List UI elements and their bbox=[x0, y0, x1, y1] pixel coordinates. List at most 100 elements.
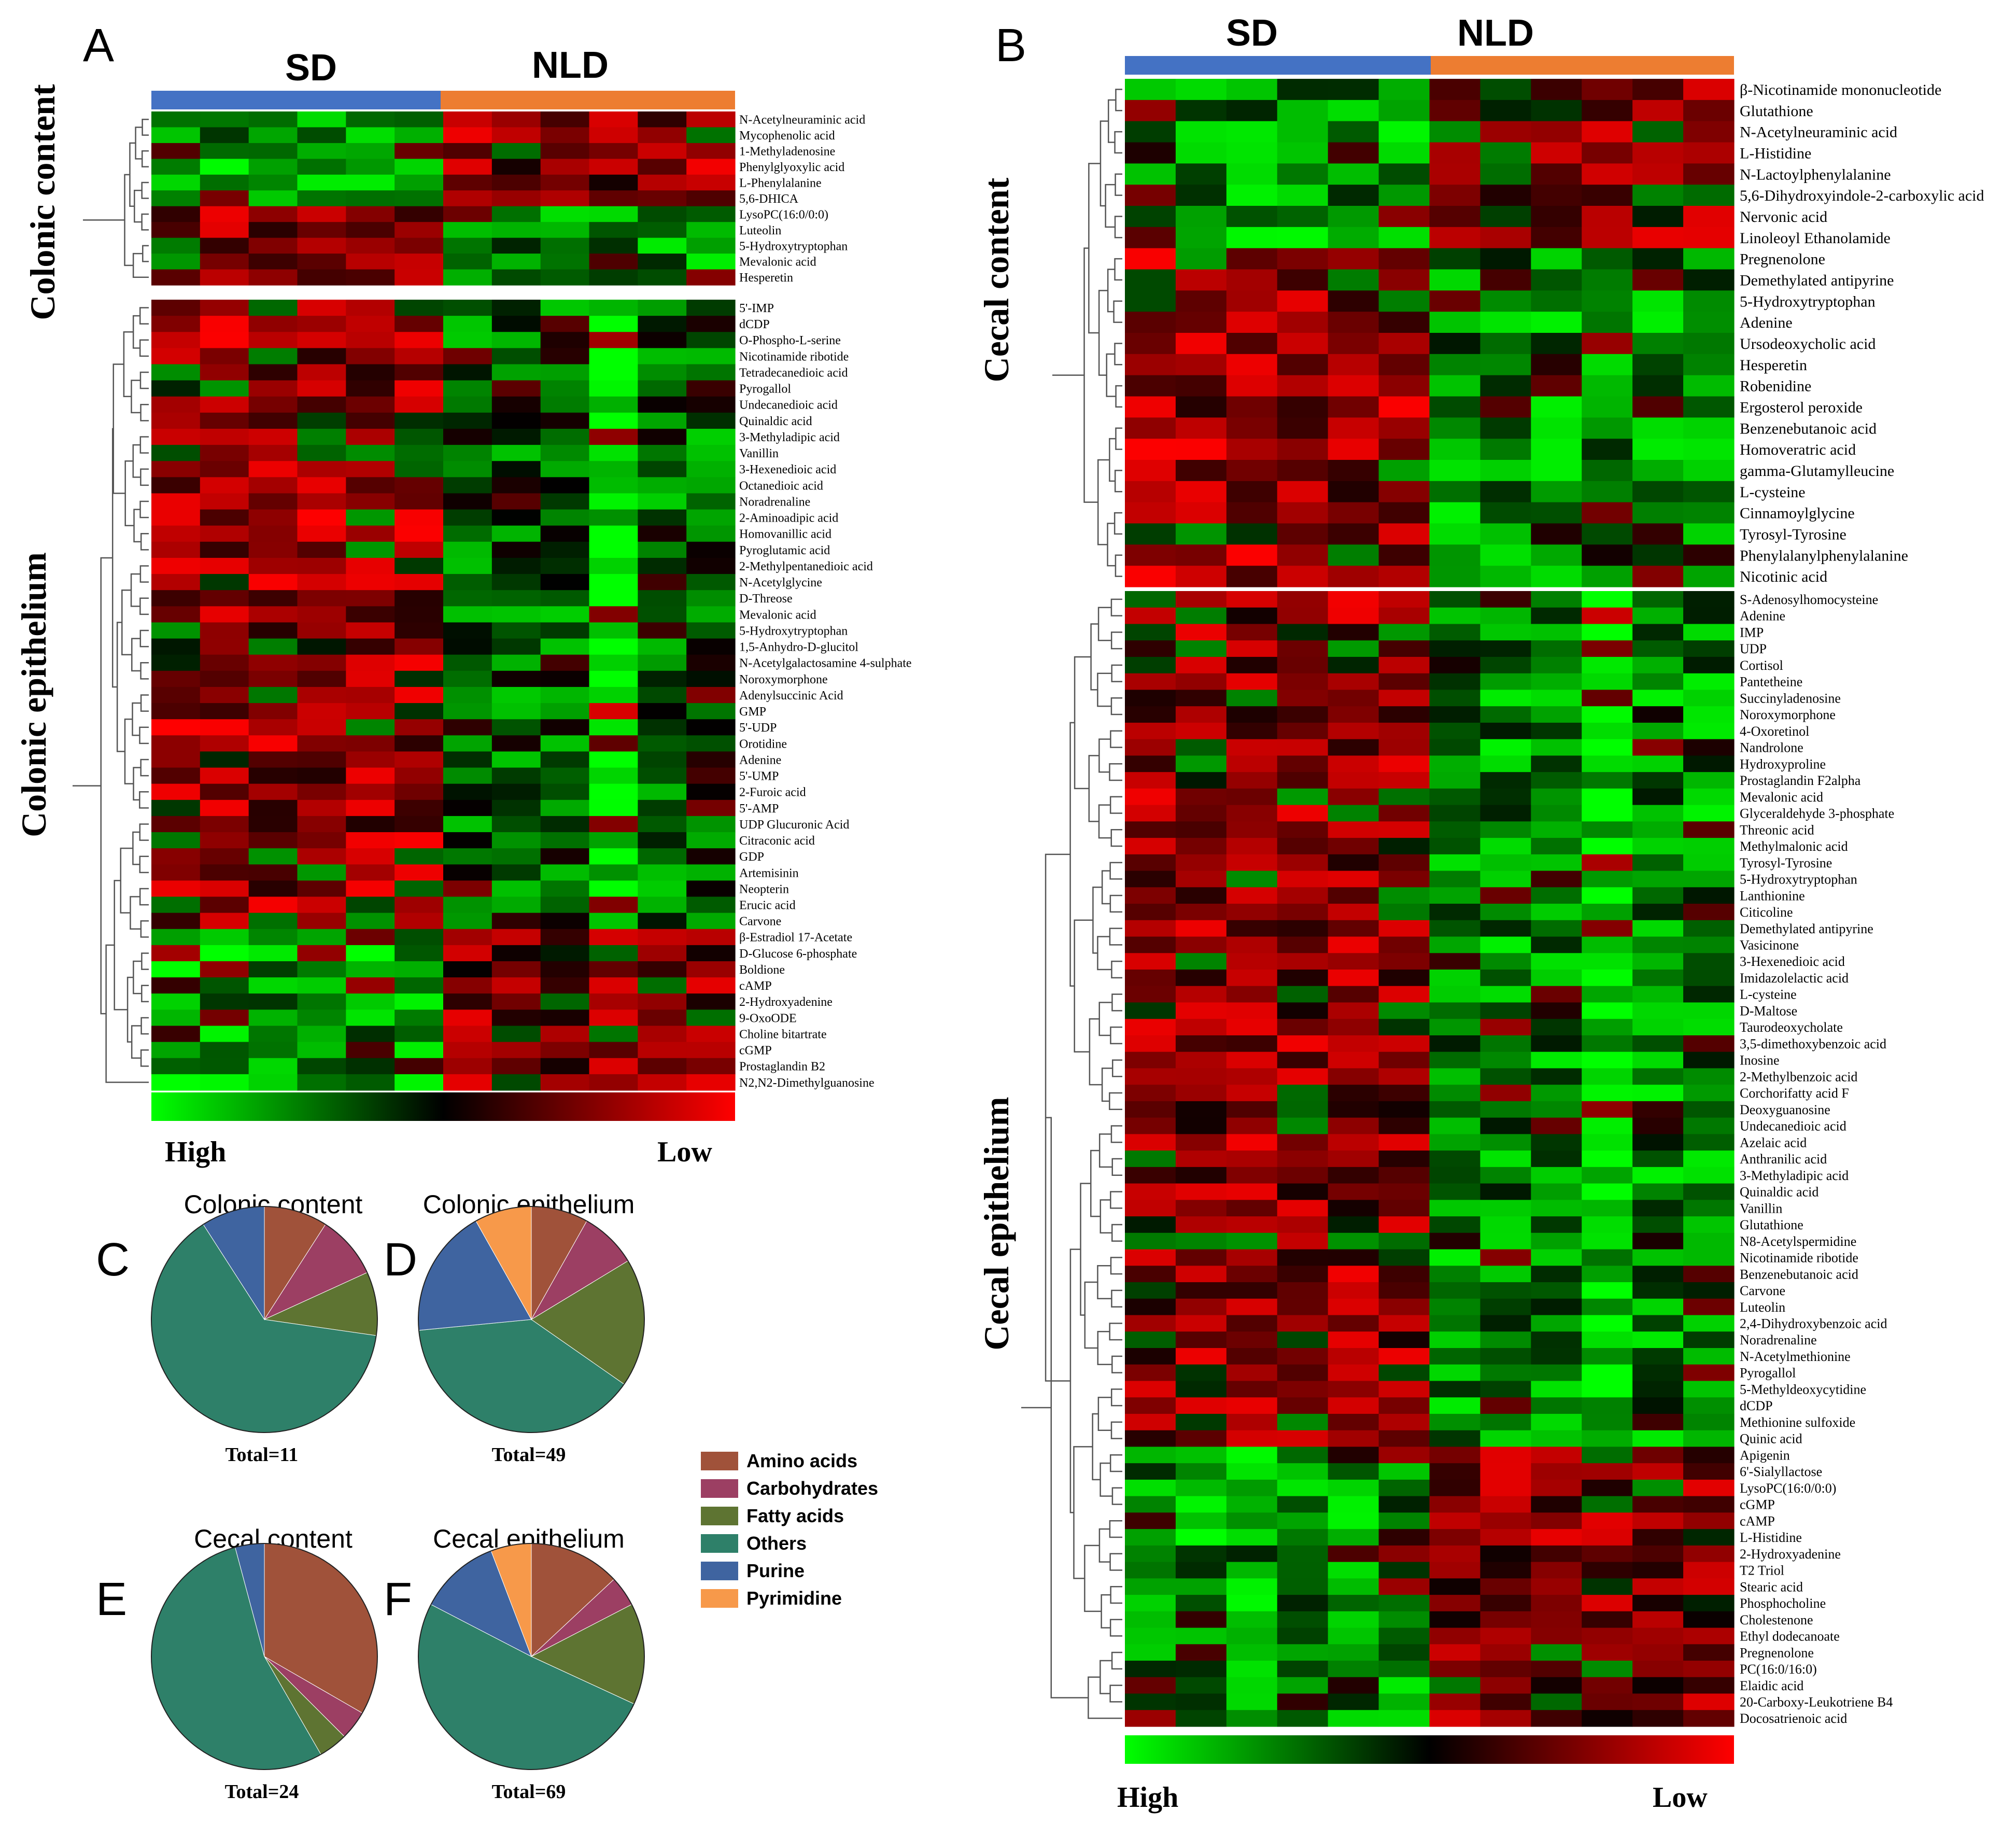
heatmap-cell bbox=[1480, 755, 1531, 773]
heatmap-cell bbox=[491, 493, 541, 510]
heatmap-cell bbox=[1531, 312, 1582, 333]
dendrogram-branch bbox=[1113, 512, 1122, 535]
dendrogram-branch bbox=[140, 1017, 149, 1035]
dendrogram-branch bbox=[105, 944, 149, 1083]
heatmap-cell bbox=[1632, 1562, 1684, 1579]
heatmap-cell bbox=[1582, 772, 1633, 789]
heatmap-cell bbox=[1378, 227, 1430, 249]
heatmap-cell bbox=[248, 832, 298, 849]
heatmap-cell bbox=[638, 1042, 687, 1059]
heatmap-cell bbox=[200, 206, 249, 222]
heatmap-cell bbox=[1328, 227, 1379, 249]
heatmap-cell bbox=[248, 719, 298, 736]
heatmap-cell bbox=[1125, 1315, 1176, 1332]
heatmap-cell bbox=[1480, 1693, 1531, 1710]
heatmap-cell bbox=[1531, 970, 1582, 987]
heatmap-cell bbox=[1429, 1331, 1481, 1349]
heatmap-cell bbox=[1277, 854, 1329, 872]
heatmap-cell bbox=[1328, 163, 1379, 185]
heatmap-cell bbox=[1125, 1627, 1176, 1645]
heatmap-cell bbox=[151, 654, 201, 671]
heatmap-cell bbox=[346, 977, 395, 994]
heatmap-cell bbox=[1328, 1068, 1379, 1085]
heatmap-cell bbox=[491, 269, 541, 286]
metabolite-label: β-Nicotinamide mononucleotide bbox=[1740, 81, 1941, 99]
heatmap-cell bbox=[1531, 1117, 1582, 1134]
heatmap-cell bbox=[638, 254, 687, 270]
heatmap-cell bbox=[1125, 1693, 1176, 1710]
heatmap-cell bbox=[1531, 1134, 1582, 1151]
heatmap-cell bbox=[638, 557, 687, 574]
heatmap-cell bbox=[1175, 1447, 1227, 1464]
heatmap-cell bbox=[1632, 375, 1684, 397]
heatmap-cell bbox=[1378, 1068, 1430, 1085]
heatmap-cell bbox=[1480, 227, 1531, 249]
heatmap-cell bbox=[1328, 269, 1379, 291]
heatmap-cell bbox=[1531, 396, 1582, 418]
heatmap-cell bbox=[1277, 1150, 1329, 1168]
heatmap-cell bbox=[200, 670, 249, 687]
heatmap-cell bbox=[1582, 1200, 1633, 1217]
heatmap-cell bbox=[1175, 566, 1227, 587]
heatmap-cell bbox=[1226, 739, 1278, 756]
heatmap-cell bbox=[1277, 566, 1329, 587]
heatmap-cell bbox=[297, 751, 346, 768]
heatmap-cell bbox=[1429, 142, 1481, 164]
heatmap-cell bbox=[394, 557, 444, 574]
heatmap-cell bbox=[1582, 1331, 1633, 1349]
heatmap-cell bbox=[1328, 1232, 1379, 1250]
heatmap-cell bbox=[248, 977, 298, 994]
heatmap-cell bbox=[151, 127, 201, 144]
legend-label: Fatty acids bbox=[746, 1505, 844, 1526]
heatmap-cell bbox=[1175, 1249, 1227, 1266]
heatmap-cell bbox=[151, 896, 201, 914]
heatmap-cell bbox=[1683, 333, 1735, 355]
dendrogram-branch bbox=[1099, 1660, 1112, 1694]
heatmap-cell bbox=[1683, 566, 1735, 587]
heatmap-cell bbox=[1277, 1002, 1329, 1019]
heatmap-cell bbox=[589, 493, 638, 510]
heatmap-cell bbox=[686, 848, 736, 865]
heatmap-cell bbox=[1632, 838, 1684, 855]
heatmap-cell bbox=[1429, 354, 1481, 376]
dendrogram-branch bbox=[139, 371, 149, 389]
heatmap-cell bbox=[248, 622, 298, 639]
heatmap-cell bbox=[1328, 953, 1379, 970]
heatmap-cell bbox=[1378, 185, 1430, 206]
metabolite-label: Succinyladenosine bbox=[1740, 691, 1841, 706]
heatmap-cell bbox=[1582, 121, 1633, 143]
heatmap-cell bbox=[248, 686, 298, 704]
heatmap-cell bbox=[1175, 706, 1227, 723]
heatmap-cell bbox=[1125, 1035, 1176, 1052]
heatmap-cell bbox=[1429, 970, 1481, 987]
heatmap-cell bbox=[1632, 722, 1684, 740]
heatmap-cell bbox=[394, 159, 444, 175]
heatmap-cell bbox=[1531, 1002, 1582, 1019]
heatmap-cell bbox=[248, 174, 298, 191]
dendrogram-branch bbox=[1109, 1553, 1122, 1571]
heatmap-cell bbox=[1683, 607, 1735, 625]
heatmap-cell bbox=[1480, 673, 1531, 691]
heatmap-cell bbox=[297, 364, 346, 381]
heatmap-cell bbox=[1683, 1167, 1735, 1184]
heatmap-cell bbox=[1328, 79, 1379, 101]
heatmap-cell bbox=[1125, 1710, 1176, 1727]
heatmap-cell bbox=[1277, 1397, 1329, 1414]
heatmap-cell bbox=[1531, 1545, 1582, 1563]
heatmap-cell bbox=[1175, 439, 1227, 460]
heatmap-cell bbox=[1683, 591, 1735, 608]
heatmap-cell bbox=[589, 380, 638, 397]
heatmap-cell bbox=[1480, 481, 1531, 503]
heatmap-cell bbox=[1226, 290, 1278, 312]
heatmap-cell bbox=[1429, 821, 1481, 838]
heatmap-cell bbox=[1175, 100, 1227, 122]
dendrogram-branch bbox=[1115, 554, 1122, 577]
heatmap-cell bbox=[1480, 100, 1531, 122]
heatmap-cell bbox=[1125, 1249, 1176, 1266]
heatmap-cell bbox=[346, 493, 395, 510]
heatmap-cell bbox=[1429, 706, 1481, 723]
heatmap-cell bbox=[297, 590, 346, 607]
metabolite-label: Pregnenolone bbox=[1740, 251, 1825, 268]
heatmap-cell bbox=[1328, 1562, 1379, 1579]
heatmap-cell bbox=[1632, 1595, 1684, 1612]
